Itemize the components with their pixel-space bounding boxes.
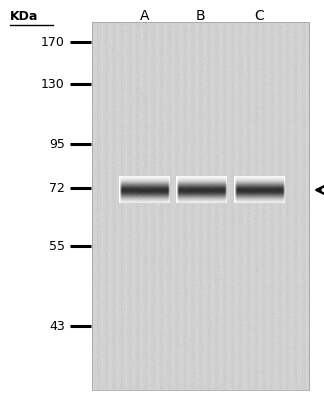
Text: 72: 72 <box>49 182 65 194</box>
Text: B: B <box>196 9 206 23</box>
Text: 55: 55 <box>49 240 65 252</box>
Text: 130: 130 <box>41 78 65 90</box>
Text: 43: 43 <box>49 320 65 332</box>
Text: 95: 95 <box>49 138 65 150</box>
Text: 170: 170 <box>41 36 65 48</box>
Bar <box>92 22 309 390</box>
Text: C: C <box>254 9 264 23</box>
Text: KDa: KDa <box>10 10 38 22</box>
Text: A: A <box>139 9 149 23</box>
